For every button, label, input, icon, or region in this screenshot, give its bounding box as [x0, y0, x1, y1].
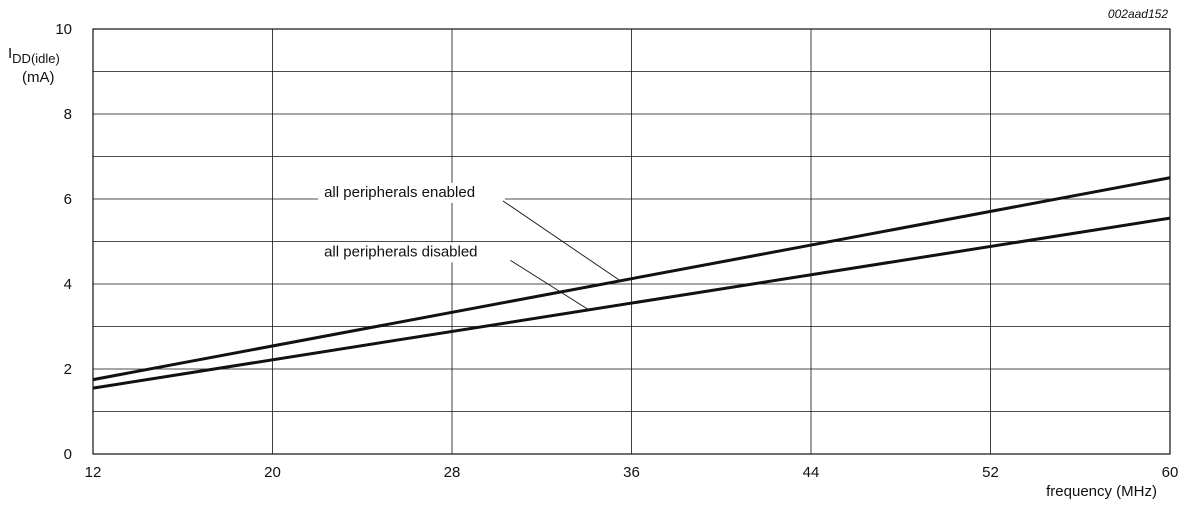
y-tick-label: 10: [55, 21, 72, 38]
x-tick-label: 28: [444, 464, 461, 481]
figure-id: 002aad152: [1108, 7, 1168, 21]
y-tick-label: 4: [64, 276, 72, 293]
x-tick-label: 12: [85, 464, 102, 481]
annotation-label: all peripherals enabled: [324, 184, 475, 201]
y-axis-label-sub: DD(idle): [12, 51, 60, 66]
y-axis-label: IDD(idle): [8, 45, 60, 66]
series-line-1: [92, 176, 1171, 382]
series-lines: [92, 176, 1171, 390]
y-tick-label: 2: [64, 361, 72, 378]
x-tick-label: 52: [982, 464, 999, 481]
y-tick-labels: 0 2 4 6 8 10: [55, 21, 72, 463]
y-tick-label: 6: [64, 191, 72, 208]
series-line-2: [92, 216, 1171, 390]
annotation-leader-line: [502, 200, 621, 282]
grid-lines: [92, 28, 1171, 455]
x-tick-labels: 12 20 28 36 44 52 60: [85, 464, 1179, 481]
x-tick-label: 36: [623, 464, 640, 481]
annotation-background: [318, 182, 505, 203]
annotations: all peripherals enabled all peripherals d…: [318, 182, 621, 311]
x-tick-label: 44: [803, 464, 820, 481]
x-tick-label: 20: [264, 464, 281, 481]
plot-frame: [92, 28, 1171, 455]
x-axis-label: frequency (MHz): [1046, 483, 1157, 500]
y-tick-label: 8: [64, 106, 72, 123]
annotation-label: all peripherals disabled: [324, 243, 477, 260]
annotation-leader-line: [510, 259, 590, 311]
annotation-background: [318, 242, 513, 263]
y-axis-label-main: I: [8, 45, 12, 62]
y-tick-label: 0: [64, 446, 72, 463]
y-axis-unit: (mA): [22, 69, 55, 86]
x-tick-label: 60: [1162, 464, 1179, 481]
